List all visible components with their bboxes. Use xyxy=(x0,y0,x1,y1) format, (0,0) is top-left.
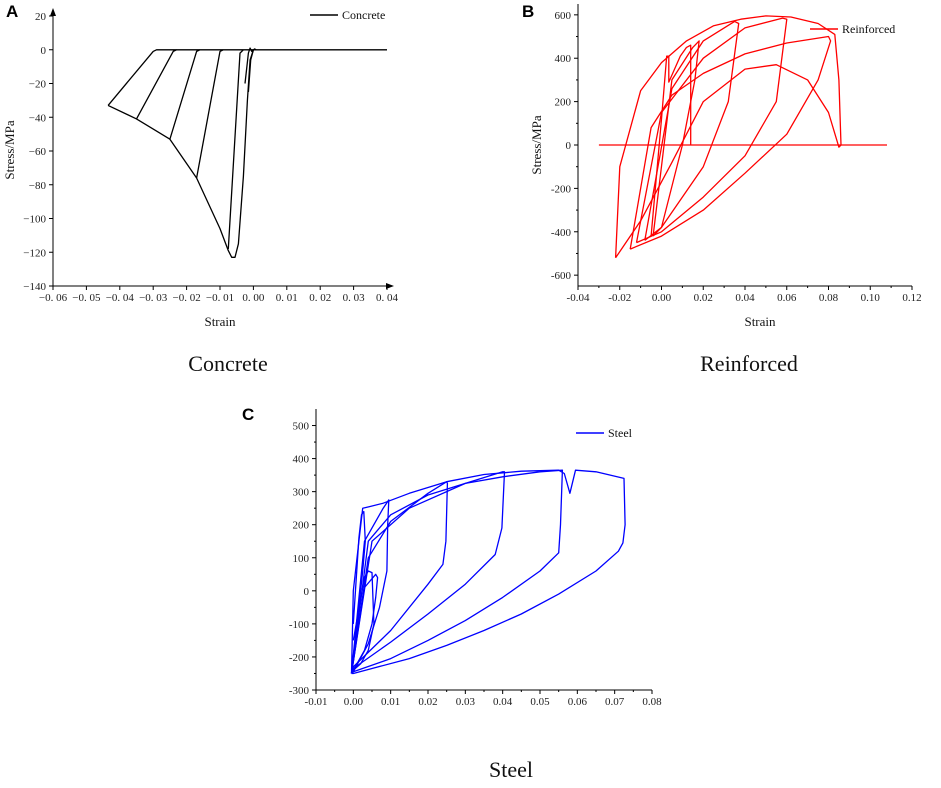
series-loop-4 xyxy=(644,20,740,241)
y-tick-label: 200 xyxy=(293,520,310,532)
y-tick-label: −80 xyxy=(29,180,47,192)
chart-steel: -0.01 0.00 0.01 0.02 0.03 0.04 0.05 0.06 0.07 0.0… xyxy=(289,409,662,708)
x-tick-label: -0.02 xyxy=(608,292,631,304)
y-tick-label: −20 xyxy=(29,79,47,91)
x-axis-arrow xyxy=(386,283,394,289)
caption-reinforced: Reinforced xyxy=(700,351,798,376)
x-tick-label: 0. 04 xyxy=(376,292,399,304)
legend-label: Concrete xyxy=(342,8,385,22)
y-tick-label: 0 xyxy=(41,45,47,57)
series-group xyxy=(598,15,887,259)
y-tick-label: 200 xyxy=(555,97,572,109)
x-tick-label: 0.06 xyxy=(777,292,797,304)
x-tick-label: 0.02 xyxy=(694,292,713,304)
x-tick-label: 0.08 xyxy=(819,292,839,304)
y-tick-label: 600 xyxy=(555,10,572,22)
x-tick-label: 0.10 xyxy=(861,292,881,304)
y-tick-label: −60 xyxy=(29,146,47,158)
x-tick-label: 0.02 xyxy=(418,696,437,708)
series-unload-1 xyxy=(107,49,254,106)
x-tick-label: -0.01 xyxy=(305,696,328,708)
x-tick-label: 0.01 xyxy=(381,696,400,708)
x-tick-label: 0.06 xyxy=(568,696,588,708)
series-spike-1 xyxy=(352,510,366,657)
x-tick-label: −0. 05 xyxy=(72,292,101,304)
x-tick-label: 0.04 xyxy=(735,292,755,304)
x-axis-title: Strain xyxy=(204,314,236,329)
x-tick-label: 0.12 xyxy=(902,292,921,304)
x-tick-label: -0.04 xyxy=(567,292,590,304)
x-tick-label: −0. 03 xyxy=(139,292,168,304)
y-tick-label: 500 xyxy=(293,421,310,433)
series-spike-2 xyxy=(352,570,375,671)
x-tick-label: 0. 02 xyxy=(309,292,331,304)
series-loop-5 xyxy=(350,573,379,674)
x-tick-label: −0. 04 xyxy=(106,292,135,304)
series-group xyxy=(107,47,387,258)
series-unload-4 xyxy=(195,49,224,179)
x-axis-title: Strain xyxy=(744,314,776,329)
y-tick-label: -200 xyxy=(551,183,572,195)
x-tick-label: 0. 00 xyxy=(242,292,265,304)
y-tick-label: 400 xyxy=(555,53,572,65)
y-tick-label: -400 xyxy=(551,227,572,239)
y-tick-label: -300 xyxy=(289,685,310,697)
x-tick-label: −0. 02 xyxy=(172,292,200,304)
y-tick-label: 20 xyxy=(35,11,47,23)
y-axis-arrow xyxy=(50,8,56,16)
y-axis-title: Stress/MPa xyxy=(2,120,17,179)
series-initial-yield xyxy=(650,44,692,237)
chart-concrete: −0. 06 −0. 05 −0. 04 −0. 03 −0. 02 −0. 01 0. 0… xyxy=(2,8,399,329)
y-tick-label: −100 xyxy=(23,214,46,226)
caption-concrete: Concrete xyxy=(188,351,267,376)
y-tick-label: 400 xyxy=(293,454,310,466)
caption-steel: Steel xyxy=(489,757,533,782)
y-tick-label: -200 xyxy=(289,652,310,664)
x-tick-label: 0.07 xyxy=(605,696,625,708)
series-loop-1 xyxy=(350,469,564,674)
panel-label-a: A xyxy=(6,2,18,21)
series-outer-loop xyxy=(350,469,626,675)
chart-reinforced: -0.04 -0.02 0.00 0.02 0.04 0.06 0.08 0.10 0.12 -6… xyxy=(529,4,922,329)
y-tick-label: 100 xyxy=(293,553,310,565)
panel-label-b: B xyxy=(522,2,534,21)
series-outer-loop xyxy=(614,15,842,259)
y-tick-label: 0 xyxy=(566,140,572,152)
series-unload-3 xyxy=(169,49,201,140)
series-spike-2 xyxy=(247,48,257,92)
y-axis-title: Stress/MPa xyxy=(529,115,544,174)
y-tick-label: 300 xyxy=(293,487,310,499)
series-loop-3 xyxy=(350,481,449,674)
series-loop-3 xyxy=(635,17,788,244)
series-loop-5 xyxy=(652,40,700,237)
series-unload-5 xyxy=(227,49,244,249)
x-tick-label: 0.00 xyxy=(652,292,672,304)
y-tick-label: -600 xyxy=(551,270,572,282)
legend-label: Reinforced xyxy=(842,22,895,36)
panel-label-c: C xyxy=(242,405,254,424)
x-tick-label: 0.00 xyxy=(344,696,364,708)
y-tick-label: −120 xyxy=(23,247,46,259)
series-loop-2 xyxy=(629,35,832,250)
legend-label: Steel xyxy=(608,426,633,440)
series-envelope xyxy=(107,49,255,258)
x-tick-label: 0.08 xyxy=(642,696,662,708)
x-tick-label: 0.04 xyxy=(493,696,513,708)
y-tick-label: -100 xyxy=(289,619,310,631)
x-tick-label: 0.05 xyxy=(530,696,550,708)
series-unload-2 xyxy=(135,49,177,120)
series-group xyxy=(350,469,626,675)
series-loop-2 xyxy=(350,471,506,674)
series-spike-1 xyxy=(244,47,254,84)
x-tick-label: 0.03 xyxy=(456,696,476,708)
y-tick-label: 0 xyxy=(304,586,310,598)
x-tick-label: −0. 01 xyxy=(206,292,234,304)
y-tick-label: −40 xyxy=(29,112,47,124)
x-tick-label: 0. 01 xyxy=(276,292,298,304)
x-tick-label: 0. 03 xyxy=(343,292,366,304)
y-tick-label: −140 xyxy=(23,281,46,293)
x-tick-label: −0. 06 xyxy=(39,292,68,304)
